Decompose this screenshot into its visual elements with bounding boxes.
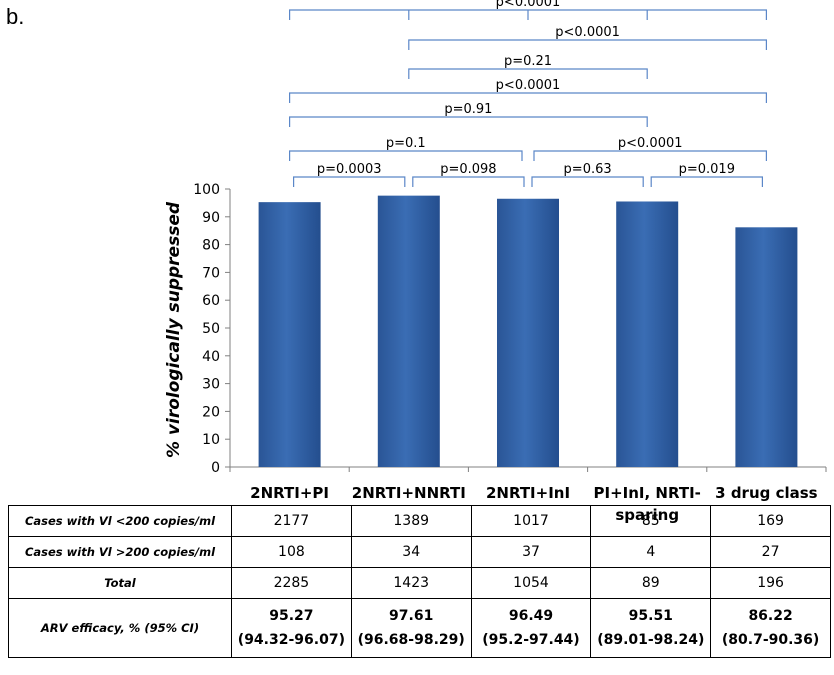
y-tick-label: 70 [202, 265, 220, 281]
table-cell: 95.51 (89.01-98.24) [590, 598, 712, 658]
significance-bracket [531, 176, 644, 187]
table-cell: 37 [470, 536, 592, 568]
efficacy-value: 97.61 [389, 608, 434, 624]
chart-bars [258, 195, 798, 468]
y-tick-label: 30 [202, 377, 220, 393]
x-tick-label: 2NRTI+NNRTI [351, 484, 466, 502]
table-cell: 108 [231, 536, 352, 568]
y-tick-label: 0 [211, 460, 220, 476]
p-value-label: p=0.098 [440, 162, 496, 177]
efficacy-ci: (96.68-98.29) [357, 632, 465, 648]
p-value-label: p=0.0003 [317, 162, 382, 177]
table-cell: 196 [710, 567, 831, 599]
efficacy-ci: (80.7-90.36) [721, 632, 820, 648]
p-value-label: p=0.63 [564, 162, 612, 177]
efficacy-ci: (89.01-98.24) [597, 632, 705, 648]
x-tick-label: 3 drug class [715, 484, 818, 502]
efficacy-ci: (95.2-97.44) [482, 632, 580, 648]
table-cell: 1054 [470, 567, 592, 599]
p-value-label: p<0.0001 [618, 136, 683, 151]
p-value-label: p=0.91 [444, 102, 492, 117]
significance-bracket [408, 68, 648, 79]
significance-brackets: p<0.0001p<0.0001p=0.21p<0.0001p=0.91p=0.… [289, 0, 767, 187]
p-value-label: p=0.21 [504, 54, 552, 69]
x-tick-label: 2NRTI+InI [485, 484, 571, 502]
row-header: Cases with Vl <200 copies/ml [8, 505, 232, 537]
table-cell: 1389 [350, 505, 472, 537]
table-cell: 27 [710, 536, 831, 568]
table-cell: 96.49 (95.2-97.44) [470, 598, 592, 658]
y-axis-label: % virologically suppressed [164, 201, 184, 459]
bar [377, 195, 440, 467]
table-cell: 1017 [470, 505, 592, 537]
significance-bracket [650, 176, 763, 187]
x-tick-label: 2NRTI+PI [250, 484, 329, 502]
table-cell: 2177 [231, 505, 352, 537]
significance-bracket [533, 150, 767, 161]
bar [258, 202, 321, 467]
efficacy-value: 95.51 [628, 608, 673, 624]
table-cell: 89 [590, 567, 712, 599]
y-tick-label: 40 [202, 349, 220, 365]
p-value-label: p<0.0001 [496, 0, 561, 10]
table-row: Cases with Vl <200 copies/ml 2177 1389 1… [8, 505, 831, 537]
table-cell: 2285 [231, 567, 352, 599]
row-header: Total [8, 567, 232, 599]
significance-bracket [293, 176, 406, 187]
bar [735, 227, 798, 467]
p-value-label: p<0.0001 [496, 78, 561, 93]
table-cell: 1423 [350, 567, 472, 599]
table-cell: 97.61 (96.68-98.29) [350, 598, 472, 658]
row-header: Cases with Vl >200 copies/ml [8, 536, 232, 568]
p-value-label: p=0.019 [679, 162, 735, 177]
table-cell: 86.22 (80.7-90.36) [710, 598, 831, 658]
row-header: ARV efficacy, % (95% CI) [8, 598, 232, 658]
table-cell: 85 [590, 505, 712, 537]
panel-label: b. [6, 4, 25, 29]
significance-bracket [412, 176, 525, 187]
table-row: ARV efficacy, % (95% CI) 95.27 (94.32-96.… [8, 598, 831, 658]
table-row: Cases with Vl >200 copies/ml 108 34 37 4… [8, 536, 831, 568]
efficacy-value: 95.27 [269, 608, 314, 624]
efficacy-ci: (94.32-96.07) [237, 632, 345, 648]
data-table: Cases with Vl <200 copies/ml 2177 1389 1… [8, 505, 831, 658]
table-row: Total 2285 1423 1054 89 196 [8, 567, 831, 599]
p-value-label: p<0.0001 [555, 25, 620, 40]
y-tick-label: 90 [202, 210, 220, 226]
p-value-label: p=0.1 [386, 136, 426, 151]
y-tick-label: 10 [202, 432, 220, 448]
y-tick-label: 100 [193, 182, 220, 198]
efficacy-value: 86.22 [748, 608, 793, 624]
table-cell: 34 [350, 536, 472, 568]
efficacy-value: 96.49 [508, 608, 554, 624]
significance-bracket [289, 116, 648, 127]
table-cell: 95.27 (94.32-96.07) [231, 598, 352, 658]
y-tick-label: 60 [202, 293, 220, 309]
y-tick-label: 50 [202, 321, 220, 337]
table-cell: 4 [590, 536, 712, 568]
table-cell: 169 [710, 505, 831, 537]
y-tick-label: 20 [202, 404, 220, 420]
bar [616, 201, 679, 468]
y-tick-label: 80 [202, 238, 220, 254]
significance-bracket [289, 150, 523, 161]
significance-bracket [408, 39, 767, 50]
bar [497, 198, 559, 467]
significance-bracket [289, 92, 767, 103]
